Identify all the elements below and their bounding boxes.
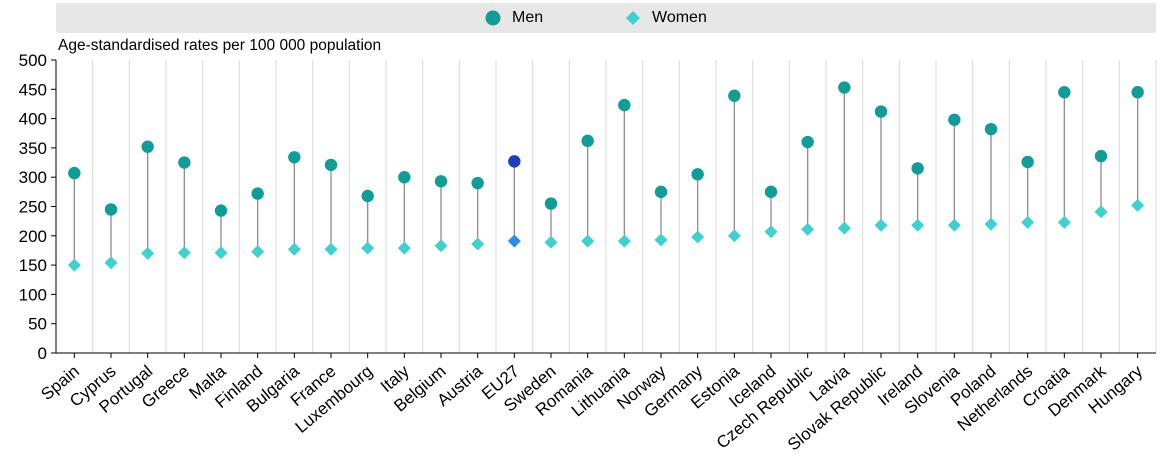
women-point xyxy=(507,234,521,248)
men-point xyxy=(471,176,484,190)
women-point xyxy=(324,242,338,256)
men-point xyxy=(618,98,631,112)
men-point xyxy=(288,151,301,164)
men-marker-icon xyxy=(485,10,501,26)
women-point xyxy=(581,234,595,248)
women-point xyxy=(764,225,778,239)
women-point xyxy=(251,245,265,259)
men-point xyxy=(434,175,448,188)
y-tick-label: 50 xyxy=(28,315,47,334)
y-tick-label: 100 xyxy=(19,285,47,304)
men-point xyxy=(398,171,411,184)
men-point xyxy=(361,189,374,203)
women-point xyxy=(617,234,631,248)
men-point xyxy=(691,168,704,181)
men-point xyxy=(68,166,81,180)
men-point xyxy=(581,134,594,148)
women-marker-icon xyxy=(626,11,640,25)
legend-label-women: Women xyxy=(652,9,707,26)
women-point xyxy=(141,246,155,260)
women-point xyxy=(397,241,411,255)
women-point xyxy=(654,233,668,247)
men-point xyxy=(104,203,118,216)
women-point xyxy=(874,218,888,232)
y-tick-label: 0 xyxy=(38,344,47,363)
women-point xyxy=(801,222,815,236)
women-point xyxy=(104,256,118,270)
women-point xyxy=(434,239,448,253)
women-point xyxy=(727,229,741,243)
women-point xyxy=(287,242,301,256)
women-point xyxy=(361,241,375,255)
women-point xyxy=(837,221,851,235)
men-point xyxy=(1058,86,1071,99)
men-point xyxy=(874,105,888,118)
y-tick-label: 500 xyxy=(19,51,47,70)
women-point xyxy=(911,218,925,232)
legend-item-men: Men xyxy=(484,3,543,33)
men-point xyxy=(178,156,191,169)
men-point xyxy=(764,185,778,199)
men-point xyxy=(838,81,851,94)
women-point xyxy=(984,217,998,231)
men-point xyxy=(1094,149,1108,163)
y-tick-label: 250 xyxy=(19,198,47,217)
y-tick-label: 150 xyxy=(19,256,47,275)
men-point xyxy=(911,162,924,175)
men-point xyxy=(544,197,558,210)
men-point xyxy=(508,155,521,168)
women-point xyxy=(544,235,558,249)
legend-label-men: Men xyxy=(512,9,544,26)
men-point xyxy=(948,113,961,126)
women-point xyxy=(947,218,961,232)
y-axis-title: Age-standardised rates per 100 000 popul… xyxy=(58,37,382,54)
women-point xyxy=(1131,198,1145,212)
y-tick-label: 300 xyxy=(19,168,47,187)
women-point xyxy=(1021,215,1035,229)
legend: Men Women xyxy=(56,3,1156,33)
women-point xyxy=(471,237,485,251)
men-point xyxy=(654,185,668,199)
men-point xyxy=(728,89,741,102)
women-point xyxy=(1094,205,1108,219)
y-tick-label: 350 xyxy=(19,139,47,158)
men-point xyxy=(984,122,998,136)
y-tick-label: 450 xyxy=(19,80,47,99)
men-point xyxy=(1131,86,1144,99)
women-point xyxy=(214,246,228,260)
men-point xyxy=(251,187,264,200)
y-tick-label: 400 xyxy=(19,110,47,129)
legend-item-women: Women xyxy=(624,3,707,33)
men-point xyxy=(1021,155,1034,169)
men-point xyxy=(324,158,338,172)
men-point xyxy=(214,204,228,217)
women-point xyxy=(177,246,191,260)
women-point xyxy=(691,230,705,244)
women-point xyxy=(1057,215,1071,229)
women-point xyxy=(67,258,81,272)
y-tick-label: 200 xyxy=(19,227,47,246)
men-point xyxy=(141,140,154,153)
men-point xyxy=(801,135,814,149)
